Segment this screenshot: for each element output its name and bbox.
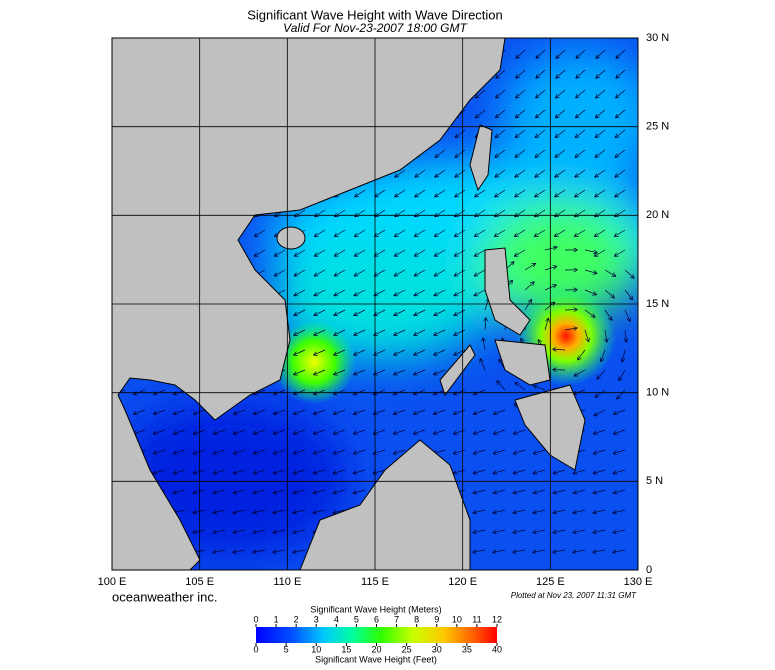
- colorbar-label-bottom: Significant Wave Height (Feet): [315, 654, 437, 664]
- lat-tick-label: 5 N: [646, 475, 663, 487]
- colorbar-feet-label: 0: [253, 644, 258, 654]
- colorbar-feet-label: 5: [284, 644, 289, 654]
- colorbar-feet-label: 15: [341, 644, 351, 654]
- colorbar-feet-label: 25: [402, 644, 412, 654]
- colorbar-meters-label: 0: [253, 614, 258, 624]
- lon-tick-label: 120 E: [448, 576, 477, 588]
- lon-tick-label: 105 E: [185, 576, 214, 588]
- colorbar-meters-label: 7: [394, 614, 399, 624]
- colorbar-meters-label: 4: [334, 614, 339, 624]
- lat-tick-label: 20 N: [646, 209, 669, 221]
- colorbar-feet-label: 20: [371, 644, 381, 654]
- colorbar-meters-label: 2: [294, 614, 299, 624]
- colorbar-meters-label: 12: [492, 614, 502, 624]
- lat-tick-label: 10 N: [646, 387, 669, 399]
- lon-tick-label: 110 E: [273, 576, 301, 588]
- colorbar-meters-label: 3: [314, 614, 319, 624]
- subtitle: Valid For Nov-23-2007 18:00 GMT: [283, 21, 468, 35]
- plotted-note: Plotted at Nov 23, 2007 11:31 GMT: [511, 591, 637, 600]
- map: [110, 38, 670, 570]
- lat-tick-label: 30 N: [646, 32, 669, 44]
- colorbar-meters-label: 10: [452, 614, 462, 624]
- colorbar-label-top: Significant Wave Height (Meters): [310, 604, 441, 614]
- colorbar-feet-label: 10: [311, 644, 321, 654]
- lat-tick-label: 0: [646, 564, 652, 576]
- lon-tick-label: 125 E: [536, 576, 565, 588]
- colorbar-feet-label: 35: [462, 644, 472, 654]
- lon-tick-label: 130 E: [624, 576, 653, 588]
- colorbar-meters-label: 5: [354, 614, 359, 624]
- colorbar-feet-label: 40: [492, 644, 502, 654]
- lon-tick-label: 115 E: [361, 576, 389, 588]
- colorbar-meters-label: 6: [374, 614, 379, 624]
- colorbar-feet-label: 30: [432, 644, 442, 654]
- lon-tick-label: 100 E: [98, 576, 127, 588]
- lat-tick-label: 25 N: [646, 121, 669, 133]
- colorbar-meters-label: 1: [274, 614, 279, 624]
- colorbar-meters-label: 9: [434, 614, 439, 624]
- hainan: [277, 227, 305, 249]
- colorbar-meters-label: 11: [472, 614, 481, 624]
- credit: oceanweather inc.: [112, 589, 218, 604]
- colorbar-meters-label: 8: [414, 614, 419, 624]
- colorbar: [256, 627, 497, 643]
- lat-tick-label: 15 N: [646, 298, 669, 310]
